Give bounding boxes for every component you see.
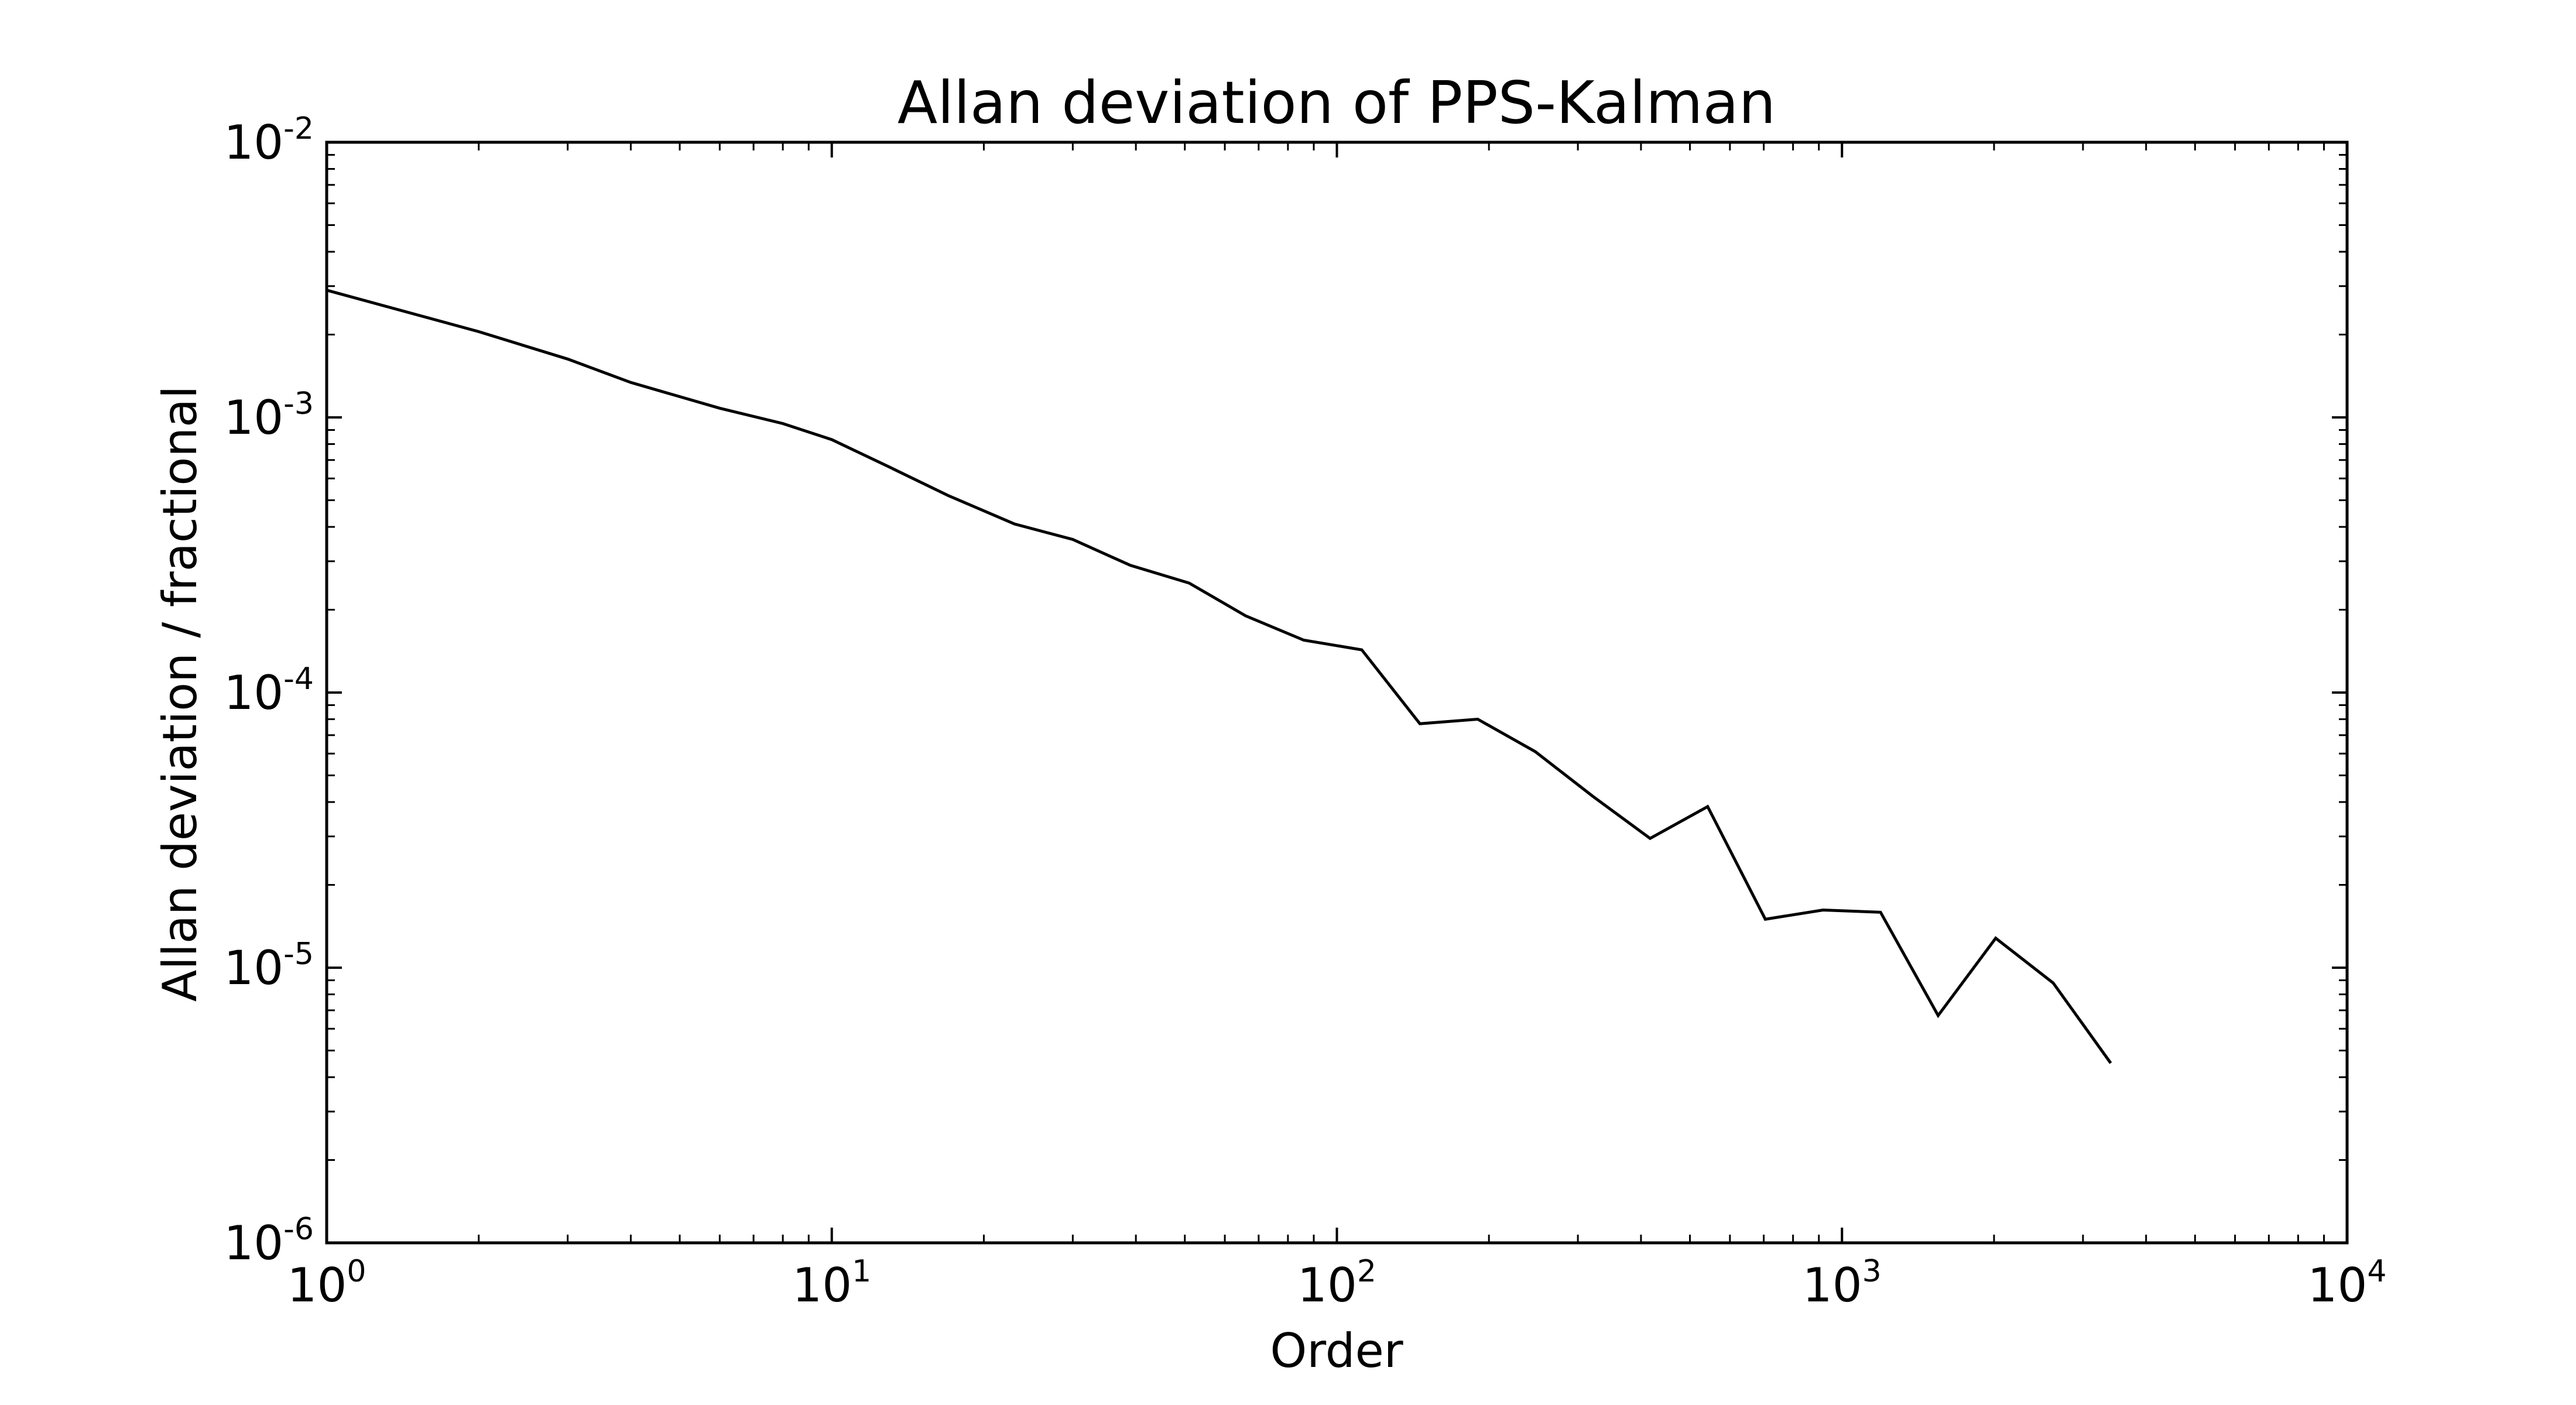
plot-area	[325, 140, 2349, 1245]
x-tick-label: 100	[287, 1254, 366, 1313]
y-tick-label: 10-5	[224, 937, 314, 995]
minor-ticks	[327, 142, 2347, 1243]
y-tick-label: 10-6	[224, 1212, 314, 1270]
x-tick-labels: 100 101 102 103 104	[287, 1254, 2387, 1313]
y-axis-label: Allan deviation / fractional	[153, 386, 207, 1002]
series-line	[326, 289, 2112, 1064]
y-tick-label: 10-4	[224, 662, 314, 720]
chart-title: Allan deviation of PPS-Kalman	[898, 68, 1776, 137]
x-tick-label: 104	[2308, 1254, 2387, 1313]
y-tick-label: 10-3	[224, 386, 314, 445]
y-tick-label: 10-2	[224, 111, 314, 170]
x-tick-label: 101	[792, 1254, 871, 1313]
major-ticks	[326, 141, 2348, 1244]
x-tick-label: 103	[1803, 1254, 1882, 1313]
y-tick-labels: 10-2 10-3 10-4 10-5 10-6	[224, 111, 314, 1270]
plot-border	[325, 140, 2349, 1245]
series-group	[326, 289, 2112, 1064]
x-axis-label: Order	[1270, 1324, 1403, 1378]
x-tick-label: 102	[1297, 1254, 1376, 1313]
